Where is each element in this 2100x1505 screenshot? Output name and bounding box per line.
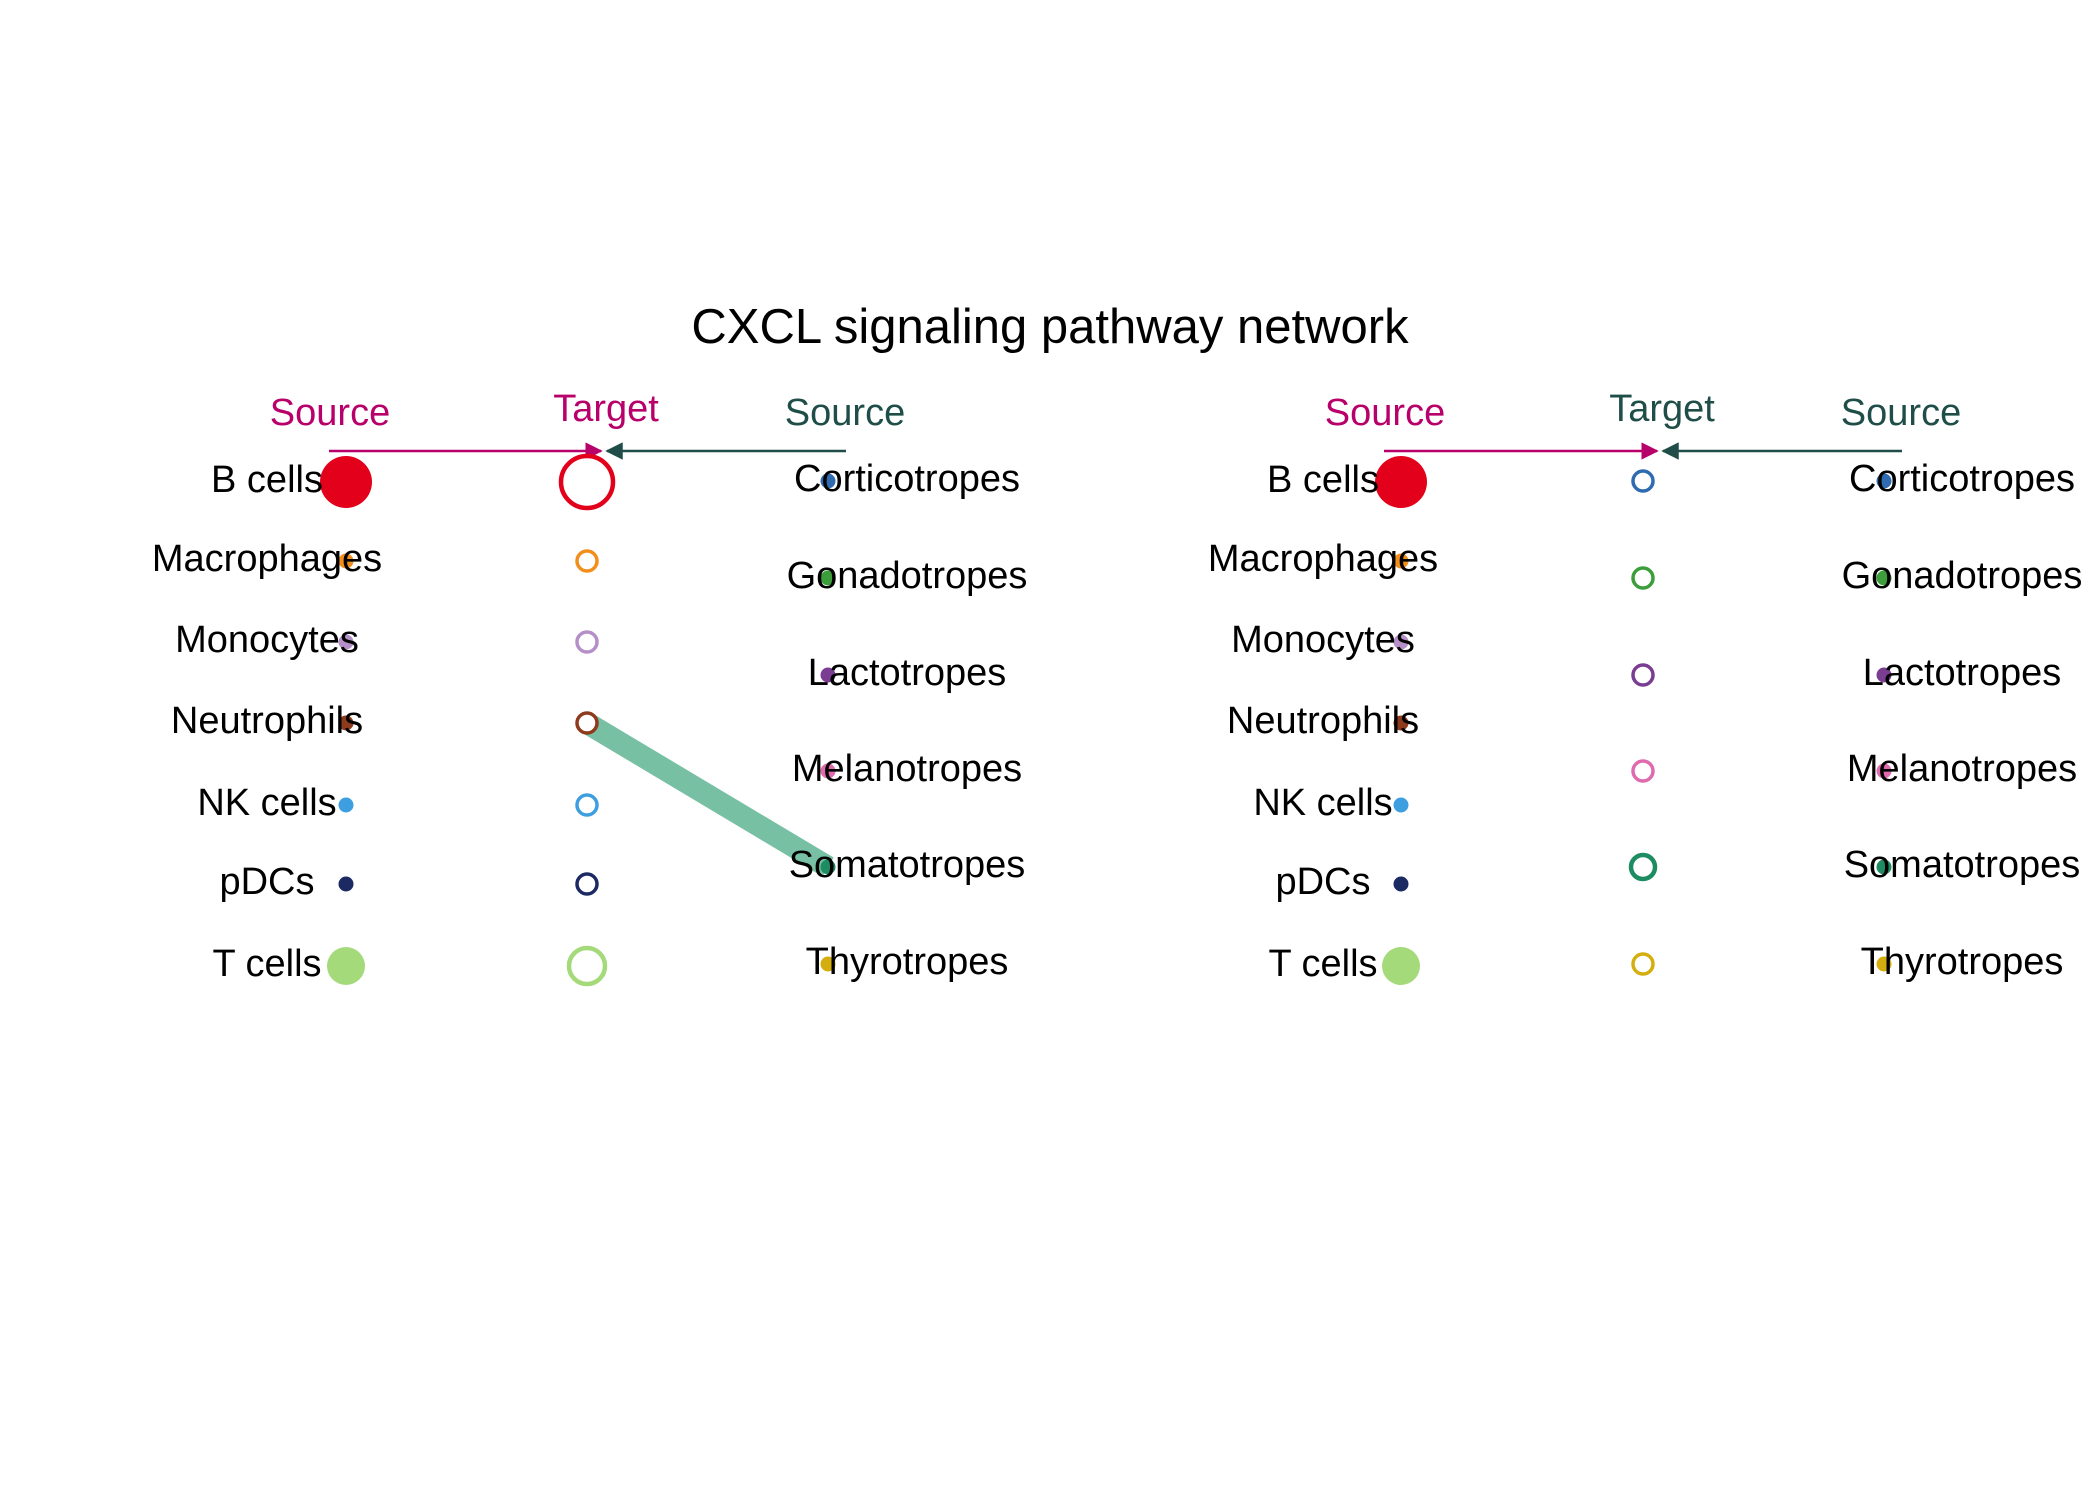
target-node-1 bbox=[1631, 566, 1655, 590]
target-node-4 bbox=[1628, 852, 1658, 882]
source-node-3 bbox=[338, 715, 354, 731]
source-node-5 bbox=[338, 876, 354, 892]
source-node-5 bbox=[1393, 876, 1409, 892]
source-label-1: Macrophages bbox=[1208, 538, 1438, 580]
source-label-5: pDCs bbox=[219, 861, 314, 903]
target-node-3 bbox=[1631, 759, 1655, 783]
right-source-node-5 bbox=[1876, 956, 1892, 972]
right-source-label-4: Somatotropes bbox=[789, 844, 1026, 886]
right-source-label-3: Melanotropes bbox=[792, 748, 1022, 790]
target-node-0 bbox=[1631, 469, 1655, 493]
header-source-left: Source bbox=[1325, 392, 1445, 434]
right-source-label-2: Lactotropes bbox=[808, 652, 1007, 694]
right-source-label-1: Gonadotropes bbox=[787, 555, 1028, 597]
source-node-1 bbox=[1393, 553, 1409, 569]
right-source-node-0 bbox=[1876, 473, 1892, 489]
right-source-node-2 bbox=[820, 667, 836, 683]
right-source-label-2: Lactotropes bbox=[1863, 652, 2062, 694]
right-source-label-0: Corticotropes bbox=[1849, 458, 2075, 500]
right-source-label-3: Melanotropes bbox=[1847, 748, 2077, 790]
target-node-5 bbox=[1631, 952, 1655, 976]
right-source-label-0: Corticotropes bbox=[794, 458, 1020, 500]
right-source-label-4: Somatotropes bbox=[1844, 844, 2081, 886]
right-source-node-4 bbox=[1876, 859, 1892, 875]
source-label-3: Neutrophils bbox=[171, 700, 363, 742]
source-label-1: Macrophages bbox=[152, 538, 382, 580]
source-label-4: NK cells bbox=[1253, 782, 1392, 824]
source-node-3 bbox=[1393, 715, 1409, 731]
source-label-6: T cells bbox=[212, 943, 321, 985]
target-node-6 bbox=[566, 945, 608, 987]
source-label-2: Monocytes bbox=[1231, 619, 1415, 661]
right-source-node-3 bbox=[1876, 763, 1892, 779]
right-source-label-5: Thyrotropes bbox=[1861, 941, 2064, 983]
right-source-node-1 bbox=[820, 570, 836, 586]
header-source-right: Source bbox=[785, 392, 905, 434]
right-source-node-4 bbox=[820, 859, 836, 875]
source-node-2 bbox=[1393, 634, 1409, 650]
source-label-2: Monocytes bbox=[175, 619, 359, 661]
target-node-2 bbox=[575, 630, 599, 654]
right-source-label-5: Thyrotropes bbox=[806, 941, 1009, 983]
source-node-6 bbox=[327, 947, 365, 985]
header-source-right: Source bbox=[1841, 392, 1961, 434]
source-label-0: B cells bbox=[211, 459, 323, 501]
plot-title: CXCL signaling pathway network bbox=[691, 300, 1409, 354]
source-label-3: Neutrophils bbox=[1227, 700, 1419, 742]
source-label-0: B cells bbox=[1267, 459, 1379, 501]
source-node-6 bbox=[1382, 947, 1420, 985]
target-node-4 bbox=[575, 793, 599, 817]
source-node-2 bbox=[338, 634, 354, 650]
target-node-1 bbox=[575, 549, 599, 573]
right-source-node-5 bbox=[820, 956, 836, 972]
source-label-4: NK cells bbox=[197, 782, 336, 824]
right-source-label-1: Gonadotropes bbox=[1842, 555, 2083, 597]
header-source-left: Source bbox=[270, 392, 390, 434]
target-node-2 bbox=[1631, 663, 1655, 687]
source-node-4 bbox=[338, 797, 354, 813]
right-source-node-3 bbox=[820, 763, 836, 779]
right-source-node-2 bbox=[1876, 667, 1892, 683]
source-label-5: pDCs bbox=[1275, 861, 1370, 903]
right-source-node-0 bbox=[820, 473, 836, 489]
source-node-0 bbox=[320, 456, 372, 508]
header-target: Target bbox=[1609, 388, 1715, 430]
source-node-1 bbox=[338, 553, 354, 569]
source-node-4 bbox=[1393, 797, 1409, 813]
right-source-node-1 bbox=[1876, 570, 1892, 586]
target-node-0 bbox=[558, 453, 616, 511]
header-target: Target bbox=[553, 388, 659, 430]
edge-0 bbox=[581, 713, 834, 877]
target-node-3 bbox=[575, 711, 599, 735]
target-node-5 bbox=[575, 872, 599, 896]
source-node-0 bbox=[1375, 456, 1427, 508]
source-label-6: T cells bbox=[1268, 943, 1377, 985]
